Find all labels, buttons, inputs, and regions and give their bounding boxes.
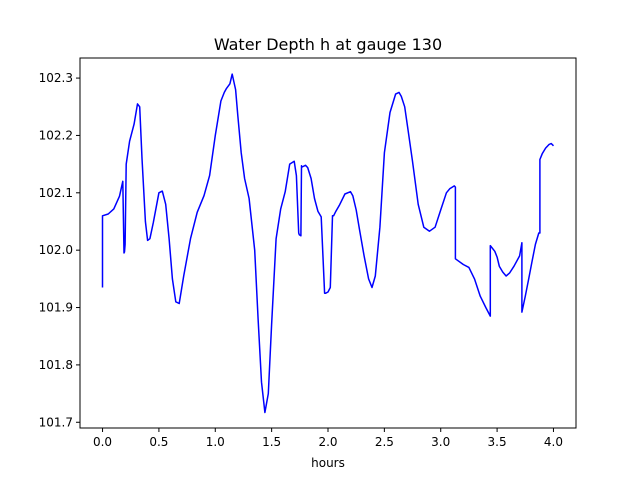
y-tick-label: 102.3 xyxy=(39,71,73,85)
x-tick-label: 0.5 xyxy=(149,435,168,449)
y-tick-label: 101.8 xyxy=(39,358,73,372)
x-axis: 0.0 0.5 1.0 1.5 2.0 2.5 3.0 3.5 4.0 xyxy=(93,428,563,449)
chart-title: Water Depth h at gauge 130 xyxy=(214,35,442,54)
x-tick-label: 1.0 xyxy=(206,435,225,449)
plot-series xyxy=(101,73,555,414)
y-axis: 101.7 101.8 101.9 102.0 102.1 102.2 102.3 xyxy=(39,71,80,429)
x-tick-label: 3.5 xyxy=(488,435,507,449)
y-tick-label: 101.9 xyxy=(39,301,73,315)
x-tick-label: 3.0 xyxy=(431,435,450,449)
y-tick-label: 102.1 xyxy=(39,186,73,200)
y-tick-label: 102.2 xyxy=(39,128,73,142)
x-tick-label: 2.5 xyxy=(375,435,394,449)
x-tick-label: 1.5 xyxy=(262,435,281,449)
y-tick-label: 102.0 xyxy=(39,243,73,257)
series-line xyxy=(101,73,555,414)
x-tick-label: 4.0 xyxy=(544,435,563,449)
x-axis-label: hours xyxy=(311,456,345,470)
y-tick-label: 101.7 xyxy=(39,415,73,429)
x-tick-label: 0.0 xyxy=(93,435,112,449)
x-tick-label: 2.0 xyxy=(318,435,337,449)
